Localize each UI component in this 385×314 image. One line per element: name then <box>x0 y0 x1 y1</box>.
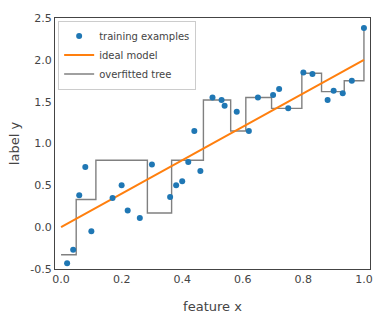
svg-text:2.0: 2.0 <box>34 54 52 67</box>
svg-text:overfitted tree: overfitted tree <box>99 69 171 80</box>
svg-text:label y: label y <box>7 122 22 166</box>
svg-text:1.0: 1.0 <box>34 137 52 150</box>
svg-text:training examples: training examples <box>99 31 189 42</box>
svg-text:feature x: feature x <box>183 299 242 314</box>
svg-text:-0.5: -0.5 <box>30 263 51 276</box>
svg-text:2.5: 2.5 <box>34 12 52 25</box>
svg-text:0.6: 0.6 <box>234 273 252 286</box>
svg-text:0.4: 0.4 <box>173 273 191 286</box>
svg-text:0.5: 0.5 <box>34 179 52 192</box>
svg-text:1.0: 1.0 <box>355 273 373 286</box>
svg-text:0.0: 0.0 <box>34 221 52 234</box>
svg-text:0.2: 0.2 <box>113 273 131 286</box>
svg-text:1.5: 1.5 <box>34 96 52 109</box>
svg-text:0.0: 0.0 <box>52 273 69 286</box>
svg-text:ideal model: ideal model <box>99 50 158 61</box>
svg-text:0.8: 0.8 <box>295 273 313 286</box>
